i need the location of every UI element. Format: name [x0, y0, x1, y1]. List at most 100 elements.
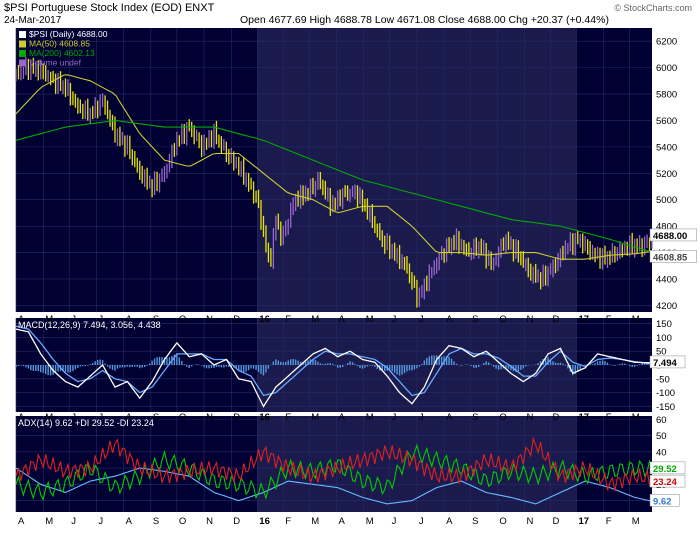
- last-price-label-box: [649, 228, 697, 242]
- price-tick-label: 5200: [656, 169, 677, 180]
- legend-entry: Volume undef: [29, 58, 82, 68]
- x-tick-label: J: [71, 412, 76, 423]
- x-tick-label: M: [632, 412, 640, 423]
- x-tick-label: O: [179, 516, 186, 527]
- x-tick-label: A: [18, 314, 25, 325]
- x-tick-label: A: [126, 314, 133, 325]
- adx-tick-label: 40: [656, 447, 667, 458]
- x-tick-label: 17: [579, 314, 590, 325]
- x-tick-label: N: [206, 412, 213, 423]
- macd-tick-label: 150: [656, 319, 672, 330]
- minus-di-line: [15, 436, 653, 491]
- x-tick-label: N: [527, 314, 534, 325]
- x-tick-label: 17: [579, 412, 590, 423]
- x-tick-label: A: [446, 412, 453, 423]
- legend-entry: MA(50) 4608.85: [29, 39, 90, 49]
- x-tick-label: D: [553, 516, 560, 527]
- x-tick-label: F: [606, 516, 612, 527]
- x-tick-label: N: [206, 516, 213, 527]
- x-tick-label: J: [98, 314, 103, 325]
- x-tick-label: N: [206, 314, 213, 325]
- price-tick-label: 4200: [656, 301, 677, 312]
- x-tick-label: M: [45, 412, 53, 423]
- last-price-label: 4688.00: [653, 231, 687, 242]
- x-tick-label: 16: [259, 314, 270, 325]
- adx-title: ADX(14) 9.62 +DI 29.52 -DI 23.24: [18, 418, 154, 428]
- legend-entry: MA(200) 4602.13: [29, 48, 95, 58]
- x-tick-label: A: [126, 412, 133, 423]
- adx-value-label: 9.62: [653, 496, 672, 507]
- x-tick-label: D: [553, 412, 560, 423]
- x-tick-label: S: [153, 516, 159, 527]
- x-tick-label: M: [311, 412, 319, 423]
- x-tick-label: J: [71, 516, 76, 527]
- x-tick-label: F: [285, 314, 291, 325]
- x-tick-label: S: [153, 412, 159, 423]
- x-tick-label: O: [499, 516, 506, 527]
- x-tick-label: D: [233, 314, 240, 325]
- macd-tick-label: 50: [656, 347, 667, 358]
- price-panel: 4200440046004800500052005400560058006000…: [15, 28, 697, 312]
- x-tick-label: A: [338, 412, 345, 423]
- ma50-line: [15, 74, 651, 260]
- x-tick-label: A: [18, 516, 25, 527]
- x-tick-label: J: [71, 314, 76, 325]
- x-tick-label: A: [126, 516, 133, 527]
- macd-tick-label: -150: [656, 402, 675, 413]
- macd-line: [15, 328, 653, 408]
- x-tick-label: F: [606, 314, 612, 325]
- adx-value-label-box: [649, 494, 680, 507]
- chart-date: 24-Mar-2017: [4, 15, 62, 26]
- x-tick-label: N: [527, 516, 534, 527]
- x-tick-label: J: [98, 412, 103, 423]
- price-tick-label: 6200: [656, 37, 677, 48]
- x-tick-label: J: [98, 516, 103, 527]
- x-tick-label: M: [632, 314, 640, 325]
- legend-swatch: [19, 59, 26, 67]
- x-tick-label: M: [366, 516, 374, 527]
- macd-value-label: 7.494: [653, 358, 677, 369]
- x-tick-label: F: [285, 516, 291, 527]
- x-tick-label: A: [446, 314, 453, 325]
- macd-tick-label: -50: [656, 374, 670, 385]
- price-tick-label: 4800: [656, 222, 677, 233]
- x-tick-label: J: [392, 516, 397, 527]
- x-tick-label: N: [527, 412, 534, 423]
- x-tick-label: 16: [259, 516, 270, 527]
- price-tick-label: 5800: [656, 90, 677, 101]
- credit: © StockCharts.com: [614, 3, 692, 13]
- x-tick-label: D: [553, 314, 560, 325]
- x-tick-label: S: [153, 314, 159, 325]
- x-tick-label: 17: [579, 516, 590, 527]
- ohlc-readout: Open 4677.69 High 4688.78 Low 4671.08 Cl…: [240, 14, 609, 26]
- x-tick-label: O: [179, 412, 186, 423]
- minus-di-value-label: 23.24: [653, 477, 677, 488]
- x-tick-label: S: [472, 516, 478, 527]
- price-tick-label: 5600: [656, 116, 677, 127]
- x-tick-label: A: [18, 412, 25, 423]
- x-tick-label: M: [311, 314, 319, 325]
- x-tick-label: M: [366, 314, 374, 325]
- x-tick-label: J: [419, 412, 424, 423]
- adx-panel: 605040302010ADX(14) 9.62 +DI 29.52 -DI 2…: [15, 415, 686, 512]
- ma-value-label: 4608.85: [653, 252, 688, 263]
- x-tick-label: J: [392, 412, 397, 423]
- adx-tick-label: 60: [656, 415, 667, 426]
- adx-line: [15, 467, 653, 505]
- x-tick-label: M: [366, 412, 374, 423]
- macd-tick-label: 100: [656, 333, 672, 344]
- x-tick-label: 16: [259, 412, 270, 423]
- x-axis: A M J J A S O N D 16 F M A M J J A S O N D 17 F MA M J J A S O N D 16 F M A…: [18, 314, 640, 527]
- legend-entry: $PSI (Daily) 4688.00: [29, 29, 108, 39]
- price-tick-label: 5400: [656, 142, 677, 153]
- price-tick-label: 4400: [656, 274, 677, 285]
- x-tick-label: J: [392, 314, 397, 325]
- x-tick-label: S: [472, 314, 478, 325]
- legend-swatch: [19, 40, 26, 48]
- legend-swatch: [19, 31, 26, 38]
- x-tick-label: J: [419, 516, 424, 527]
- x-tick-label: M: [45, 314, 53, 325]
